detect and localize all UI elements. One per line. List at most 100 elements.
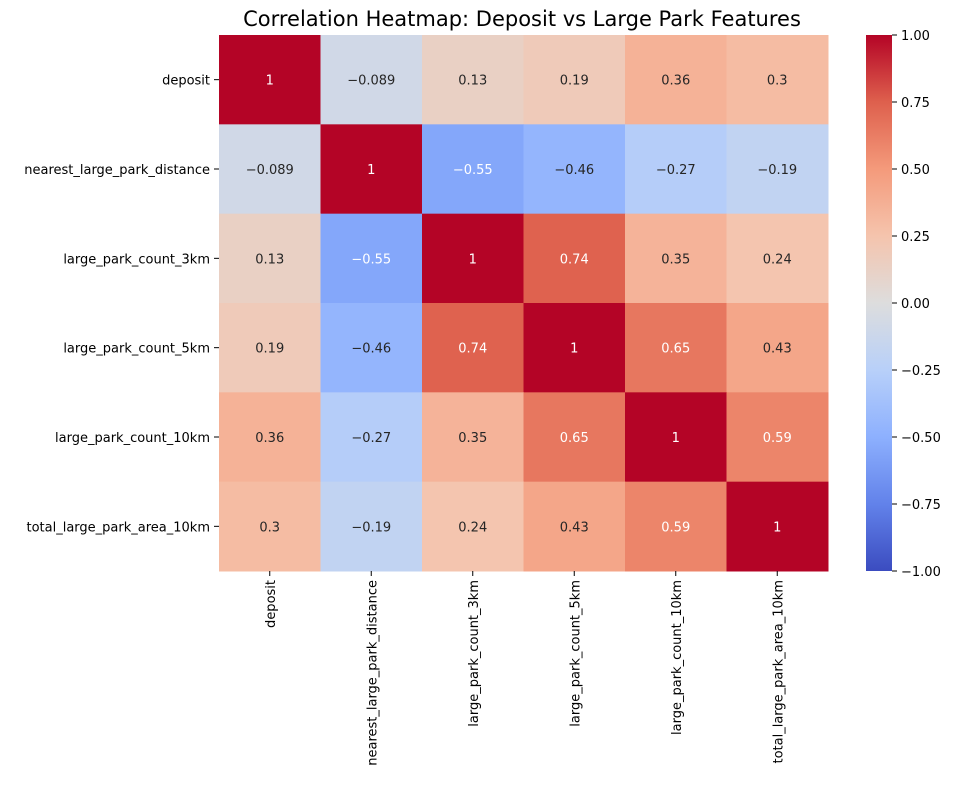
colorbar-tick-label: 0.00 [901, 297, 930, 312]
heatmap-cell [320, 124, 423, 215]
cell-value-label: 0.3 [767, 74, 788, 89]
cell-value-label: −0.27 [656, 163, 696, 178]
heatmap-cell [219, 481, 321, 572]
cell-value-label: 0.43 [763, 342, 792, 357]
cell-value-label: −0.089 [347, 74, 395, 89]
cell-value-label: 0.74 [560, 252, 589, 267]
column-label: large_park_count_3km [467, 580, 482, 727]
heatmap-cell [219, 213, 321, 304]
cell-value-label: 0.13 [255, 252, 284, 267]
cell-value-label: 1 [266, 74, 274, 89]
heatmap-cell [320, 213, 423, 304]
cell-value-label: 0.35 [458, 431, 487, 446]
cell-value-label: −0.55 [351, 252, 391, 267]
colorbar: 1.00 0.75 0.50 0.25 0.00 −0.25 −0.50 −0.75 −1.00 [866, 29, 941, 580]
heatmap-cell [625, 303, 727, 393]
column-label: large_park_count_5km [568, 580, 583, 727]
column-labels: deposit nearest_large_park_distance large_… [264, 571, 786, 766]
heatmap-cell [625, 35, 727, 125]
colorbar-tick-label: 0.75 [901, 96, 930, 111]
heatmap-cell [726, 303, 829, 393]
cell-value-label: −0.19 [351, 520, 391, 535]
heatmap-cell [422, 213, 524, 304]
cell-value-label: 0.35 [661, 252, 690, 267]
cell-value-label: 0.36 [661, 74, 690, 89]
cell-value-label: 0.65 [661, 342, 690, 357]
heatmap-cell [320, 35, 423, 125]
heatmap-cell [422, 481, 524, 572]
cell-value-label: 0.13 [458, 74, 487, 89]
heatmap-cell [625, 481, 727, 572]
cell-value-label: 0.36 [255, 431, 284, 446]
cell-value-label: −0.46 [554, 163, 594, 178]
row-labels: deposit nearest_large_park_distance large_… [24, 74, 219, 535]
column-label: large_park_count_10km [670, 580, 685, 735]
cell-value-label: 0.74 [458, 342, 487, 357]
heatmap-cell [320, 481, 423, 572]
column-label: nearest_large_park_distance [365, 580, 380, 766]
row-label: large_park_count_5km [63, 342, 210, 357]
heatmap-cell [726, 35, 829, 125]
heatmap-cell [625, 124, 727, 215]
heatmap-cell [523, 35, 626, 125]
row-label: nearest_large_park_distance [24, 163, 210, 178]
row-label: total_large_park_area_10km [27, 520, 211, 535]
cell-value-label: 0.19 [560, 74, 589, 89]
heatmap-cell [422, 35, 524, 125]
row-label: large_park_count_10km [55, 431, 210, 446]
heatmap-cell [726, 124, 829, 215]
cell-value-label: 0.59 [661, 520, 690, 535]
cell-value-label: −0.55 [453, 163, 493, 178]
cell-value-label: 1 [367, 163, 375, 178]
heatmap-cell [219, 35, 321, 125]
heatmap-cell [523, 124, 626, 215]
heatmap-cell [726, 481, 829, 572]
heatmap-cell [219, 392, 321, 483]
cell-value-label: 0.19 [255, 342, 284, 357]
heatmap-cell [422, 392, 524, 483]
colorbar-tick-label: 0.25 [901, 230, 930, 245]
heatmap-cell [523, 481, 626, 572]
cell-value-label: −0.089 [246, 163, 294, 178]
heatmap-cell [422, 124, 524, 215]
row-label: deposit [162, 74, 210, 89]
colorbar-gradient [866, 35, 892, 571]
cell-value-label: 0.65 [560, 431, 589, 446]
heatmap-cell [523, 392, 626, 483]
cell-value-label: 0.59 [763, 431, 792, 446]
cell-value-label: 0.43 [560, 520, 589, 535]
column-label: deposit [264, 580, 279, 628]
column-label: total_large_park_area_10km [771, 580, 786, 764]
heatmap-cell [320, 392, 423, 483]
colorbar-tick-label: 1.00 [901, 29, 930, 44]
cell-value-label: 0.3 [259, 520, 280, 535]
cell-value-label: 1 [570, 342, 578, 357]
heatmap-cell [219, 124, 321, 215]
cell-value-label: 0.24 [458, 520, 487, 535]
row-label: large_park_count_3km [63, 252, 210, 267]
cell-value-label: 1 [672, 431, 680, 446]
heatmap-cell [523, 213, 626, 304]
cell-value-label: 1 [773, 520, 781, 535]
colorbar-tick-label: −0.75 [901, 498, 941, 513]
cell-value-label: −0.19 [757, 163, 797, 178]
heatmap-cell [422, 303, 524, 393]
colorbar-tick-label: −0.50 [901, 431, 941, 446]
colorbar-tick-label: −1.00 [901, 565, 941, 580]
chart-title: Correlation Heatmap: Deposit vs Large Pa… [243, 7, 801, 31]
colorbar-tick-label: 0.50 [901, 163, 930, 178]
heatmap-cell [320, 303, 423, 393]
cell-value-label: 1 [469, 252, 477, 267]
heatmap-cell [726, 392, 829, 483]
heatmap-cell [625, 213, 727, 304]
heatmap-cell [625, 392, 727, 483]
heatmap-cell [726, 213, 829, 304]
heatmap-cell [219, 303, 321, 393]
colorbar-tick-label: −0.25 [901, 364, 941, 379]
cell-value-label: 0.24 [763, 252, 792, 267]
heatmap-cells: 1 −0.089 0.13 0.19 0.36 0.3 −0.089 1 −0.55 −0.46 −… [219, 35, 829, 572]
cell-value-label: −0.46 [351, 342, 391, 357]
cell-value-label: −0.27 [351, 431, 391, 446]
heatmap-cell [523, 303, 626, 393]
